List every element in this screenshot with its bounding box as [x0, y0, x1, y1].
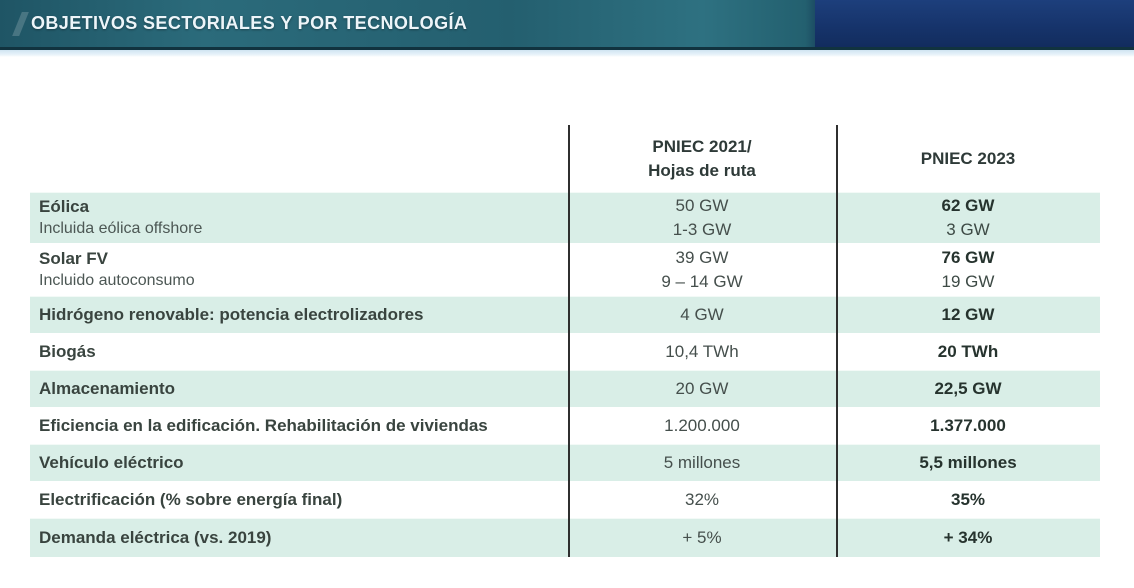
value-pniec-2023: 35%: [950, 489, 986, 509]
value-pniec-2023: 5,5 millones: [919, 452, 1017, 472]
header-logo-panel: GOBIERNO DE ESPAÑA: [815, 0, 1134, 47]
row-label: Almacenamiento: [39, 379, 176, 398]
table-row-hidrogeno: Hidrógeno renovable: potencia electroliz…: [30, 296, 1100, 333]
row-label: Hidrógeno renovable: potencia electroliz…: [39, 305, 424, 324]
row-label: Vehículo eléctrico: [39, 453, 184, 472]
row-label: Eficiencia en la edificación. Rehabilita…: [39, 416, 488, 435]
header-bar: OBJETIVOS SECTORIALES Y POR TECNOLOGÍA G…: [0, 0, 1134, 50]
value-pniec-2023: 62 GW 3 GW: [941, 195, 995, 239]
column-header-pniec-2021: PNIEC 2021/ Hojas de ruta: [648, 136, 756, 180]
targets-table: PNIEC 2021/ Hojas de ruta PNIEC 2023 Eól…: [30, 125, 1100, 557]
row-label: Demanda eléctrica (vs. 2019): [39, 528, 272, 547]
row-label: Solar FV Incluido autoconsumo: [39, 249, 195, 289]
column-divider-2: [836, 125, 838, 557]
row-label: Eólica Incluida eólica offshore: [39, 197, 203, 237]
header-empty-cell: [30, 125, 568, 192]
table-row-eolica: Eólica Incluida eólica offshore 50 GW 1-…: [30, 192, 1100, 243]
table-row-demanda-electrica: Demanda eléctrica (vs. 2019) + 5% + 34%: [30, 518, 1100, 557]
value-pniec-2021: + 5%: [682, 527, 722, 547]
value-pniec-2023: 22,5 GW: [934, 378, 1002, 398]
table-row-vehiculo-electrico: Vehículo eléctrico 5 millones 5,5 millon…: [30, 444, 1100, 481]
column-divider-1: [568, 125, 570, 557]
column-header-pniec-2023: PNIEC 2023: [920, 148, 1016, 168]
value-pniec-2021: 10,4 TWh: [665, 341, 739, 361]
value-pniec-2021: 20 GW: [675, 378, 729, 398]
header-bottom-strip: [0, 50, 1134, 57]
value-pniec-2021: 4 GW: [680, 304, 724, 324]
value-pniec-2023: + 34%: [943, 527, 993, 547]
row-label: Electrificación (% sobre energía final): [39, 490, 343, 509]
value-pniec-2021: 5 millones: [663, 452, 741, 472]
header-slash-decoration: [12, 12, 29, 36]
value-pniec-2021: 50 GW 1-3 GW: [672, 195, 732, 239]
table-header-row: PNIEC 2021/ Hojas de ruta PNIEC 2023: [30, 125, 1100, 192]
value-pniec-2023: 1.377.000: [930, 415, 1006, 435]
table-row-biogas: Biogás 10,4 TWh 20 TWh: [30, 333, 1100, 370]
table-row-electrificacion: Electrificación (% sobre energía final) …: [30, 481, 1100, 518]
row-label: Biogás: [39, 342, 96, 361]
page-title: OBJETIVOS SECTORIALES Y POR TECNOLOGÍA: [31, 13, 468, 33]
value-pniec-2023: 12 GW: [941, 304, 995, 324]
value-pniec-2021: 39 GW 9 – 14 GW: [661, 247, 743, 291]
value-pniec-2021: 1.200.000: [664, 415, 740, 435]
value-pniec-2023: 76 GW 19 GW: [941, 247, 995, 291]
value-pniec-2023: 20 TWh: [937, 341, 999, 361]
value-pniec-2021: 32%: [684, 489, 720, 509]
table-row-almacenamiento: Almacenamiento 20 GW 22,5 GW: [30, 370, 1100, 407]
table-row-solar-fv: Solar FV Incluido autoconsumo 39 GW 9 – …: [30, 243, 1100, 296]
table-row-eficiencia: Eficiencia en la edificación. Rehabilita…: [30, 407, 1100, 444]
